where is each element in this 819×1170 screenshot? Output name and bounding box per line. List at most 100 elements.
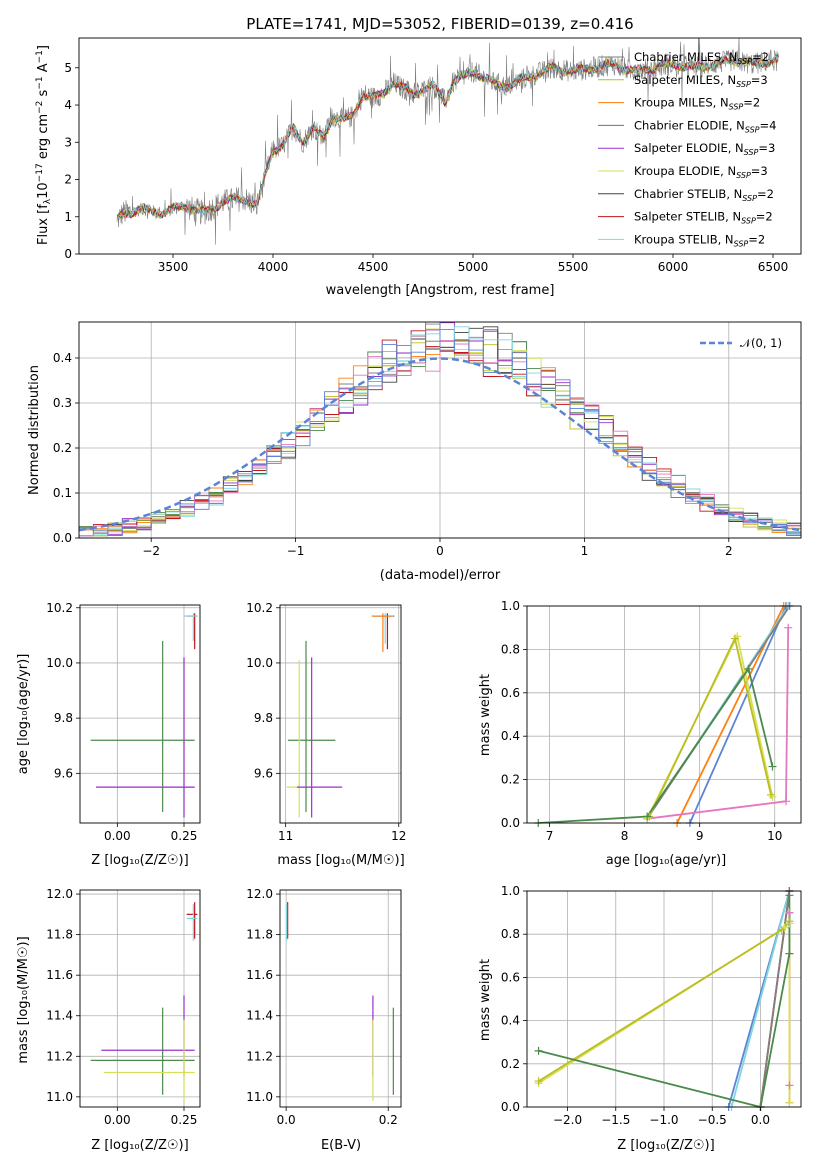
age-vs-z-panel: 0.00 0.25 9.6 9.8 10.0 10.2 <box>46 601 201 843</box>
errbar-ytick-label: 11.0 <box>246 1090 273 1104</box>
legend-label: Chabrier STELIB, NSSP=2 <box>634 187 774 203</box>
clipped-group <box>79 322 801 537</box>
spectrum-xtick-label: 5500 <box>558 260 589 274</box>
spectrum-xtick-label: 6000 <box>658 260 689 274</box>
legend-label: Salpeter STELIB, NSSP=2 <box>634 210 773 226</box>
weight-series-marker <box>534 1046 543 1055</box>
spectrum-legend: Chabrier MILES, NSSP=2 Salpeter MILES, NS… <box>598 50 776 248</box>
clipped-group <box>286 902 394 1101</box>
errbar-xtick-label: 0.2 <box>379 1113 398 1127</box>
errbar-ytick-label: 11.4 <box>46 1009 73 1023</box>
errbar-ytick-label: 12.0 <box>246 887 273 901</box>
normal-curve <box>79 357 801 532</box>
spectrum-ytick-label: 4 <box>64 98 72 112</box>
legend-label: Salpeter MILES, NSSP=3 <box>634 73 768 89</box>
weight-series-marker <box>785 908 794 917</box>
massweight-age-ylabel: mass weight <box>478 674 493 756</box>
weight-ytick-label: 0.2 <box>501 773 520 787</box>
legend-label: Kroupa MILES, NSSP=2 <box>634 96 760 112</box>
legend-label: Chabrier MILES, NSSP=2 <box>634 50 769 66</box>
errbar-xtick-label: 0.00 <box>104 829 131 843</box>
weight-series-marker <box>785 1098 794 1107</box>
weight-series-marker <box>785 917 794 926</box>
weight-frame <box>526 605 802 824</box>
clipped-group <box>90 613 198 818</box>
histogram-xtick-label: −1 <box>287 544 305 558</box>
spectrum-xtick-label: 3500 <box>158 260 189 274</box>
histogram-panel: −2 −1 0 1 2 0.0 0.1 0.2 0.3 0.4 <box>53 321 802 558</box>
legend-label: Kroupa STELIB, NSSP=2 <box>634 232 765 248</box>
spectrum-panel: 3500 4000 4500 5000 5500 6000 6500 0 1 2 3 4 5 <box>64 37 802 274</box>
weight-xtick-label: −0.5 <box>698 1113 727 1127</box>
legend-label: Salpeter ELODIE, NSSP=3 <box>634 141 775 157</box>
errbar-ytick-label: 10.2 <box>246 601 273 615</box>
weight-series-line <box>648 635 772 817</box>
spectrum-ylabel: Flux [fλ10−17 erg cm−2 s−1 A−1] <box>35 45 53 245</box>
spectrum-xtick-label: 4000 <box>258 260 289 274</box>
errbar-frame <box>79 889 201 1108</box>
legend-label: Kroupa ELODIE, NSSP=3 <box>634 164 768 180</box>
massweight-vs-age-panel: 7 8 9 10 0.0 0.2 0.4 0.6 0.8 1.0 <box>501 599 802 843</box>
weight-ytick-label: 0.4 <box>501 1014 520 1028</box>
errbar-ytick-label: 10.0 <box>246 656 273 670</box>
histogram-ytick-label: 0.3 <box>53 396 72 410</box>
weight-series-marker <box>768 792 777 801</box>
weight-xtick-label: 10 <box>767 829 782 843</box>
weight-ytick-label: 0.6 <box>501 970 520 984</box>
errbar-ytick-label: 11.4 <box>246 1009 273 1023</box>
errbar-ytick-label: 11.8 <box>246 928 273 942</box>
figure-title: PLATE=1741, MJD=53052, FIBERID=0139, z=0… <box>246 15 633 33</box>
weight-series-marker <box>781 797 790 806</box>
weight-ytick-label: 0.8 <box>501 642 520 656</box>
weight-ytick-label: 1.0 <box>501 599 520 613</box>
errbar-xtick-label: 11 <box>278 829 293 843</box>
weight-series-line <box>538 666 774 823</box>
errbar-ytick-label: 12.0 <box>46 887 73 901</box>
age-vs-mass-panel: 11 12 9.6 9.8 10.0 10.2 <box>246 601 406 843</box>
spectrum-xtick-label: 5000 <box>458 260 489 274</box>
histogram-xtick-label: −2 <box>142 544 160 558</box>
errbar-xtick-label: 12 <box>391 829 406 843</box>
spectrum-ytick-label: 1 <box>64 210 72 224</box>
clipped-group <box>538 606 791 823</box>
spectrum-model-line <box>116 54 779 221</box>
histogram-ylabel: Normed distribution <box>27 365 42 495</box>
weight-series-marker <box>534 1077 543 1086</box>
weight-series-marker <box>784 623 793 632</box>
weight-series-marker <box>643 812 652 821</box>
weight-series-line <box>759 891 791 1107</box>
errbar-xtick-label: 0.00 <box>104 1113 131 1127</box>
errbar-ytick-label: 9.6 <box>254 766 273 780</box>
histogram-ytick-label: 0.2 <box>53 441 72 455</box>
histogram-xlabel: (data-model)/error <box>380 568 501 583</box>
age-vs-z-xlabel: Z [log₁₀(Z/Z☉)] <box>91 853 188 868</box>
histogram-xtick-label: 1 <box>581 544 589 558</box>
mass-vs-z-xlabel: Z [log₁₀(Z/Z☉)] <box>91 1138 188 1153</box>
weight-ytick-label: 0.0 <box>501 1100 520 1114</box>
histogram-ytick-label: 0.4 <box>53 351 72 365</box>
histogram-xtick-label: 0 <box>436 544 444 558</box>
spectrum-xlabel: wavelength [Angstrom, rest frame] <box>326 283 555 298</box>
errbar-ytick-label: 10.2 <box>46 601 73 615</box>
weight-xtick-label: −1.0 <box>649 1113 678 1127</box>
clipped-group <box>90 902 198 1101</box>
weight-series-marker <box>785 949 794 958</box>
histogram-ytick-label: 0.0 <box>53 531 72 545</box>
errbar-ytick-label: 11.6 <box>46 968 73 982</box>
errbar-ytick-label: 11.2 <box>46 1049 73 1063</box>
clipped-group <box>116 38 779 245</box>
weight-xtick-label: 0.0 <box>751 1113 770 1127</box>
errbar-xtick-label: 0.0 <box>277 1113 296 1127</box>
spectrum-ytick-label: 0 <box>64 247 72 261</box>
weight-xtick-label: −2.0 <box>553 1113 582 1127</box>
mass-vs-ebv-panel: 0.0 0.2 11.0 11.2 11.4 11.6 11.8 12.0 <box>246 887 402 1127</box>
weight-series-marker <box>730 634 739 643</box>
weight-series-marker <box>766 790 775 799</box>
weight-ytick-label: 0.8 <box>501 927 520 941</box>
errbar-frame <box>79 604 201 824</box>
spectrum-ytick-label: 2 <box>64 173 72 187</box>
mass-vs-z-panel: 0.00 0.25 11.0 11.2 11.4 11.6 11.8 12.0 <box>46 887 201 1127</box>
spectrum-xtick-label: 4500 <box>358 260 389 274</box>
weight-ytick-label: 0.6 <box>501 686 520 700</box>
